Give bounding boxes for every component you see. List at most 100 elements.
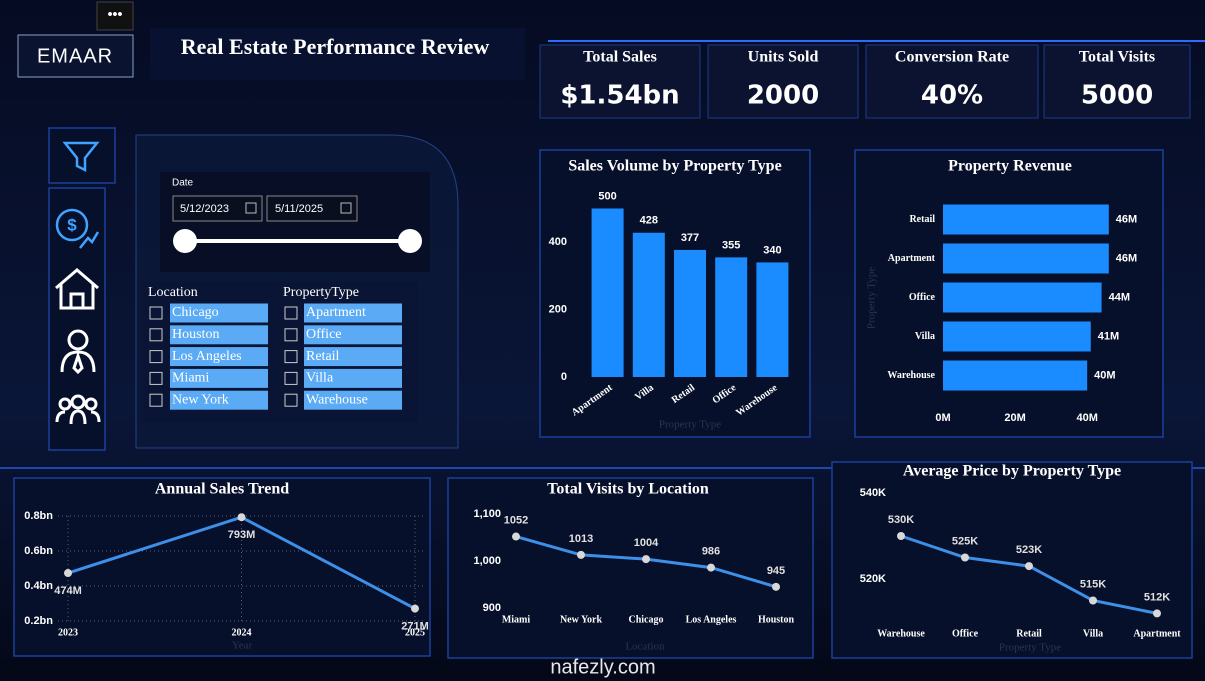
slicer-checkbox[interactable] — [149, 393, 163, 407]
chart-panel — [831, 461, 1193, 659]
date-end: 5/11/2025 — [275, 203, 323, 215]
data-label: 512K — [1144, 591, 1170, 603]
kpi-value: $1.54bn — [560, 81, 679, 111]
y-axis-label: Property Type — [866, 267, 878, 329]
slicer-item[interactable]: Los Angeles — [172, 349, 242, 364]
slicer-item[interactable]: Warehouse — [306, 392, 368, 407]
slicer-item[interactable]: New York — [172, 392, 229, 407]
slicer-checkbox[interactable] — [284, 393, 298, 407]
brand-box — [17, 34, 134, 78]
slicer-checkbox[interactable] — [284, 328, 298, 342]
date-label: Date — [172, 178, 194, 189]
kpi-card — [539, 44, 701, 119]
bar — [715, 257, 748, 377]
y-tick-label: 1,100 — [473, 508, 501, 520]
more-icon: ••• — [108, 6, 123, 22]
slicer-item-highlight — [170, 325, 268, 345]
data-label: 530K — [888, 514, 914, 526]
slicer-item-highlight — [304, 390, 402, 410]
chart-title: Property Revenue — [948, 158, 1072, 175]
data-label: 41M — [1098, 330, 1119, 342]
location-slicer-title: Location — [148, 285, 198, 300]
slicer-checkbox[interactable] — [284, 306, 298, 320]
data-label: 1004 — [634, 537, 659, 549]
slicer-item-highlight — [304, 347, 402, 367]
slicer-item[interactable]: Miami — [172, 371, 209, 386]
bar — [943, 360, 1088, 391]
kpi-card — [865, 44, 1039, 119]
sales-icon[interactable] — [55, 208, 89, 242]
point — [772, 582, 780, 591]
x-axis-label: Location — [625, 641, 665, 653]
slicer-checkbox[interactable] — [149, 306, 163, 320]
page-title: Real Estate Performance Review — [181, 34, 490, 59]
agent-icon-body — [60, 350, 96, 375]
filter-button[interactable] — [48, 127, 116, 184]
x-tick-label: 2025 — [405, 627, 425, 638]
data-label: 355 — [722, 239, 740, 251]
point — [411, 604, 419, 613]
slicer-checkbox[interactable] — [149, 328, 163, 342]
slicer-item-highlight — [304, 303, 402, 323]
home-icon[interactable] — [55, 268, 99, 310]
chart-title: Annual Sales Trend — [155, 481, 289, 498]
data-label: 1013 — [569, 533, 593, 545]
y-tick-label: 0.6bn — [24, 545, 53, 557]
data-label: 523K — [1016, 544, 1042, 556]
y-tick-label: 900 — [483, 602, 501, 614]
bar — [943, 321, 1091, 352]
data-label: 500 — [598, 190, 616, 202]
x-tick-label: 40M — [1076, 412, 1097, 424]
x-tick-label: 2024 — [232, 627, 252, 638]
slicer-item-highlight — [170, 303, 268, 323]
y-tick-label: Office — [909, 292, 936, 303]
x-tick-label: Retail — [1016, 628, 1042, 639]
slicer-item[interactable]: Apartment — [306, 305, 366, 320]
kpi-value: 5000 — [1081, 81, 1153, 111]
slicer-item-highlight — [304, 368, 402, 388]
slicer-item[interactable]: Chicago — [172, 305, 219, 320]
date-slider-handle[interactable] — [398, 229, 422, 253]
date-slider-handle[interactable] — [173, 229, 197, 253]
data-label: 793M — [228, 529, 256, 541]
title-box — [150, 28, 525, 80]
slicer-checkbox[interactable] — [284, 350, 298, 364]
point — [897, 532, 905, 540]
kpi-card — [707, 44, 859, 119]
x-tick-label: 20M — [1004, 412, 1025, 424]
bar — [674, 249, 706, 377]
y-tick-label: Apartment — [888, 253, 936, 264]
x-tick-label: 0M — [935, 412, 950, 424]
slicer-item[interactable]: Office — [306, 327, 342, 342]
slicer-checkbox[interactable] — [149, 350, 163, 364]
slicer-checkbox[interactable] — [284, 371, 298, 385]
sales-icon-glyph: $ — [67, 215, 77, 234]
date-end-input[interactable] — [266, 195, 358, 222]
data-label: 474M — [54, 585, 82, 597]
x-tick-label: Warehouse — [877, 628, 925, 639]
calendar-icon[interactable] — [245, 202, 257, 214]
kpi-value: 2000 — [747, 81, 819, 111]
slicer-checkbox[interactable] — [149, 371, 163, 385]
data-label: 945 — [767, 565, 785, 577]
date-panel — [160, 172, 430, 272]
clients-icon[interactable] — [55, 394, 101, 425]
x-tick-label: Houston — [758, 614, 795, 625]
y-tick-label: Retail — [909, 214, 935, 225]
slicer-item-highlight — [170, 390, 268, 410]
slicer-item[interactable]: Villa — [306, 371, 334, 386]
y-tick-label: 0.2bn — [24, 615, 53, 627]
slicer-item[interactable]: Houston — [172, 327, 219, 342]
agent-icon[interactable] — [67, 329, 89, 351]
data-label: 377 — [681, 232, 699, 244]
calendar-icon[interactable] — [340, 202, 352, 214]
data-label: 1052 — [504, 514, 528, 526]
point — [64, 569, 72, 578]
slicer-item-highlight — [170, 368, 268, 388]
date-start-input[interactable] — [172, 195, 263, 222]
more-button[interactable] — [96, 1, 134, 31]
data-label: 271M — [401, 620, 429, 632]
data-label: 340 — [763, 244, 781, 256]
filter-icon — [62, 141, 100, 173]
slicer-item[interactable]: Retail — [306, 349, 340, 364]
